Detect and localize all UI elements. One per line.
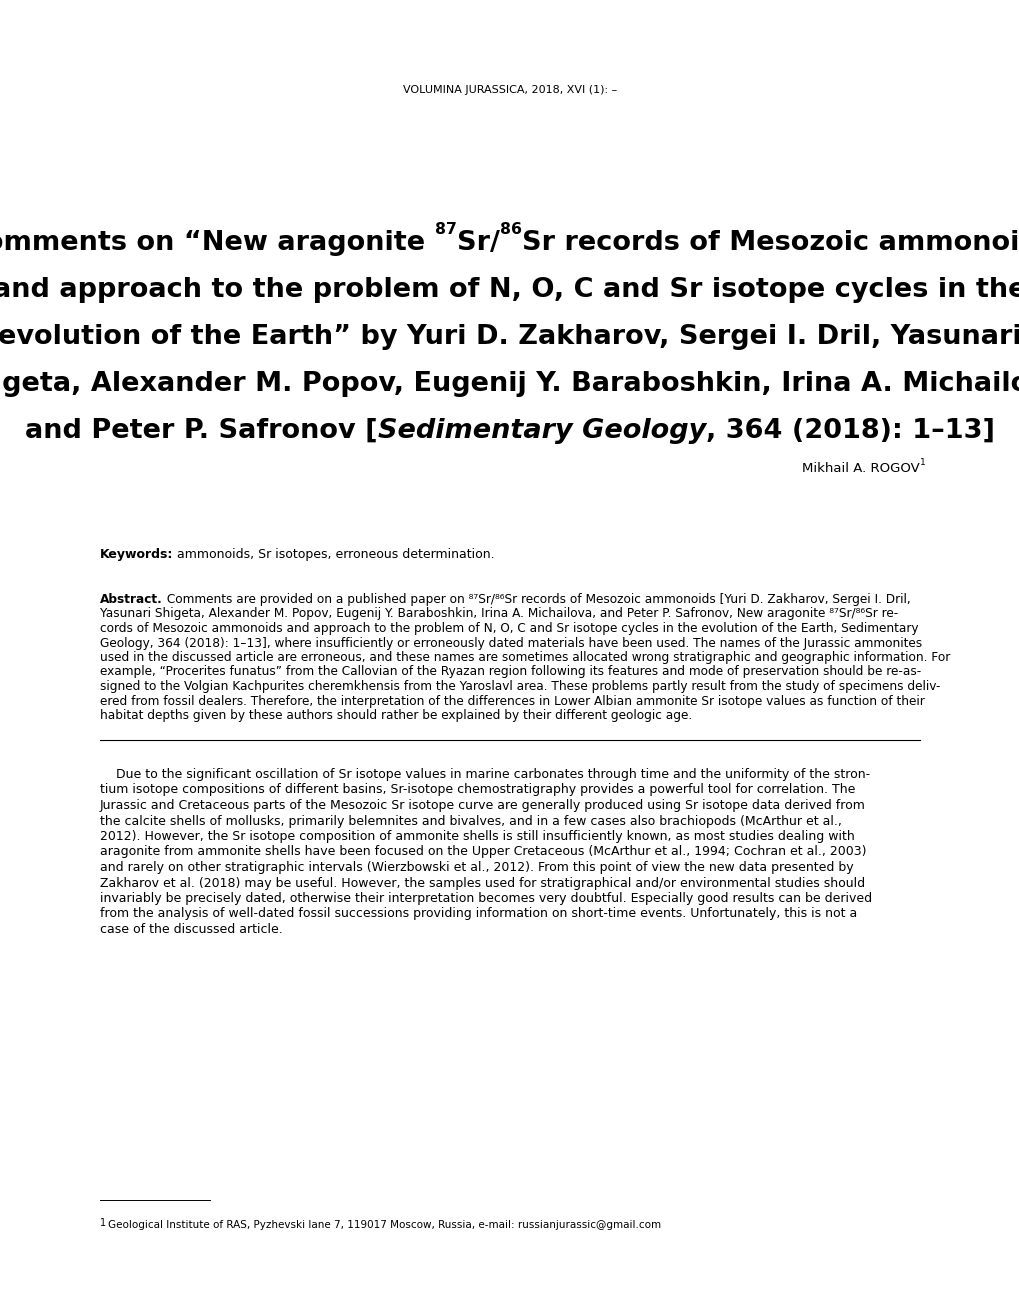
Text: Yasunari Shigeta, Alexander M. Popov, Eugenij Y. Baraboshkin, Irina A. Michailov: Yasunari Shigeta, Alexander M. Popov, Eu… bbox=[100, 607, 898, 620]
Text: Due to the significant oscillation of Sr isotope values in marine carbonates thr: Due to the significant oscillation of Sr… bbox=[100, 768, 869, 781]
Text: example, “Procerites funatus” from the Callovian of the Ryazan region following : example, “Procerites funatus” from the C… bbox=[100, 666, 920, 679]
Text: invariably be precisely dated, otherwise their interpretation becomes very doubt: invariably be precisely dated, otherwise… bbox=[100, 891, 871, 905]
Text: aragonite from ammonite shells have been focused on the Upper Cretaceous (McArth: aragonite from ammonite shells have been… bbox=[100, 846, 866, 859]
Text: Keywords:: Keywords: bbox=[100, 548, 173, 561]
Text: Zakharov et al. (2018) may be useful. However, the samples used for stratigraphi: Zakharov et al. (2018) may be useful. Ho… bbox=[100, 877, 864, 889]
Text: 87: 87 bbox=[434, 222, 457, 237]
Text: case of the discussed article.: case of the discussed article. bbox=[100, 923, 282, 936]
Text: and approach to the problem of N, O, C and Sr isotope cycles in the: and approach to the problem of N, O, C a… bbox=[0, 277, 1019, 303]
Text: signed to the Volgian Kachpurites cheremkhensis from the Yaroslavl area. These p: signed to the Volgian Kachpurites cherem… bbox=[100, 680, 940, 694]
Text: Comments on “New aragonite: Comments on “New aragonite bbox=[0, 229, 434, 256]
Text: Abstract.: Abstract. bbox=[100, 593, 163, 606]
Text: and Peter P. Safronov [: and Peter P. Safronov [ bbox=[25, 418, 377, 444]
Text: 1: 1 bbox=[919, 458, 925, 467]
Text: ered from fossil dealers. Therefore, the interpretation of the differences in Lo: ered from fossil dealers. Therefore, the… bbox=[100, 695, 924, 708]
Text: used in the discussed article are erroneous, and these names are sometimes alloc: used in the discussed article are errone… bbox=[100, 652, 950, 663]
Text: evolution of the Earth” by Yuri D. Zakharov, Sergei I. Dril, Yasunari: evolution of the Earth” by Yuri D. Zakha… bbox=[0, 324, 1019, 350]
Text: habitat depths given by these authors should rather be explained by their differ: habitat depths given by these authors sh… bbox=[100, 709, 692, 722]
Text: Shigeta, Alexander M. Popov, Eugenij Y. Baraboshkin, Irina A. Michailova: Shigeta, Alexander M. Popov, Eugenij Y. … bbox=[0, 371, 1019, 397]
Text: and rarely on other stratigraphic intervals (Wierzbowski et al., 2012). From thi: and rarely on other stratigraphic interv… bbox=[100, 861, 853, 874]
Text: Sr/: Sr/ bbox=[457, 229, 499, 256]
Text: 1: 1 bbox=[100, 1218, 106, 1228]
Text: the calcite shells of mollusks, primarily belemnites and bivalves, and in a few : the calcite shells of mollusks, primaril… bbox=[100, 814, 841, 827]
Text: Geology, 364 (2018): 1–13], where insufficiently or erroneously dated materials : Geology, 364 (2018): 1–13], where insuff… bbox=[100, 637, 921, 649]
Text: VOLUMINA JURASSICA, 2018, XVI (1): –: VOLUMINA JURASSICA, 2018, XVI (1): – bbox=[403, 85, 616, 94]
Text: 2012). However, the Sr isotope composition of ammonite shells is still insuffici: 2012). However, the Sr isotope compositi… bbox=[100, 830, 854, 843]
Text: Comments are provided on a published paper on ⁸⁷Sr/⁸⁶Sr records of Mesozoic ammo: Comments are provided on a published pap… bbox=[163, 593, 910, 606]
Text: , 364 (2018): 1–13]: , 364 (2018): 1–13] bbox=[705, 418, 994, 444]
Text: Jurassic and Cretaceous parts of the Mesozoic Sr isotope curve are generally pro: Jurassic and Cretaceous parts of the Mes… bbox=[100, 798, 865, 812]
Text: tium isotope compositions of different basins, Sr-isotope chemostratigraphy prov: tium isotope compositions of different b… bbox=[100, 784, 855, 797]
Text: 86: 86 bbox=[499, 222, 522, 237]
Text: Sedimentary Geology: Sedimentary Geology bbox=[377, 418, 705, 444]
Text: cords of Mesozoic ammonoids and approach to the problem of N, O, C and Sr isotop: cords of Mesozoic ammonoids and approach… bbox=[100, 621, 917, 635]
Text: Geological Institute of RAS, Pyzhevski lane 7, 119017 Moscow, Russia, e-mail: ru: Geological Institute of RAS, Pyzhevski l… bbox=[108, 1221, 660, 1230]
Text: from the analysis of well-dated fossil successions providing information on shor: from the analysis of well-dated fossil s… bbox=[100, 907, 856, 920]
Text: Mikhail A. ROGOV: Mikhail A. ROGOV bbox=[802, 461, 919, 475]
Text: Sr records of Mesozoic ammonoids: Sr records of Mesozoic ammonoids bbox=[522, 229, 1019, 256]
Text: ammonoids, Sr isotopes, erroneous determination.: ammonoids, Sr isotopes, erroneous determ… bbox=[173, 548, 494, 561]
